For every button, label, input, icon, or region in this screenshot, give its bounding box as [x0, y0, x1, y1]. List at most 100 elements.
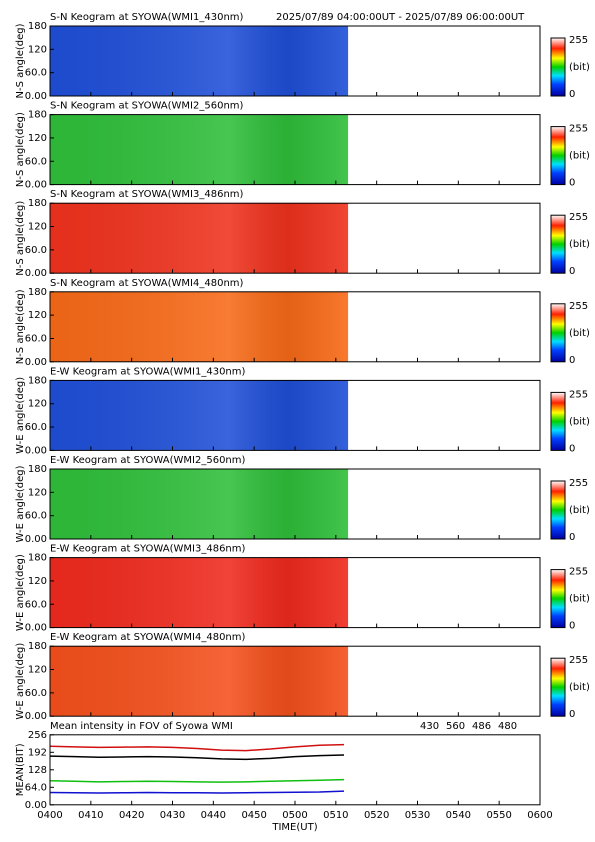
- y-tick-label: 60.0: [25, 68, 47, 79]
- colorbar-min: 0: [569, 621, 575, 632]
- colorbar-label: (bit): [569, 62, 590, 73]
- colorbar-max: 255: [569, 35, 588, 46]
- y-tick-label: 60.0: [25, 599, 47, 610]
- colorbar-min: 0: [569, 443, 575, 454]
- y-tick-label: 0.00: [25, 623, 47, 634]
- x-tick-label: 0500: [282, 810, 307, 821]
- y-tick-label: 0.00: [25, 91, 47, 102]
- keogram-shade: [50, 557, 349, 628]
- y-tick-label: 0.00: [25, 711, 47, 722]
- panel-title: S-N Keogram at SYOWA(WMI4_480nm): [50, 278, 244, 289]
- colorbar: [550, 126, 566, 186]
- panel-title: Mean intensity in FOV of Syowa WMI: [50, 721, 233, 732]
- panel-title: E-W Keogram at SYOWA(WMI2_560nm): [50, 455, 246, 466]
- y-axis-label: W-E angle(deg): [15, 554, 26, 631]
- colorbar-label: (bit): [569, 594, 590, 605]
- y-tick-label: 120: [28, 310, 47, 321]
- y-axis-label: W-E angle(deg): [15, 465, 26, 542]
- panel-title: E-W Keogram at SYOWA(WMI3_486nm): [50, 544, 246, 555]
- legend-entry: 486: [472, 721, 491, 732]
- y-axis-label: N-S angle(deg): [15, 201, 26, 276]
- y-tick-label: 180: [28, 641, 47, 652]
- y-tick-label: 0.00: [25, 534, 47, 545]
- x-tick-label: 0600: [527, 810, 552, 821]
- y-tick-label: 192: [28, 747, 47, 758]
- colorbar-min: 0: [569, 355, 575, 366]
- keogram-shade: [50, 469, 349, 539]
- colorbar-max: 255: [569, 124, 588, 135]
- y-tick-label: 120: [28, 576, 47, 587]
- series-line: [49, 754, 345, 761]
- y-tick-label: 180: [28, 21, 47, 32]
- colorbar: [550, 480, 566, 540]
- y-tick-label: 0.00: [25, 268, 47, 279]
- colorbar-label: (bit): [569, 328, 590, 339]
- x-tick-label: 0440: [201, 810, 226, 821]
- y-tick-label: 60.0: [25, 422, 47, 433]
- y-axis-label: MEAN(BIT): [15, 743, 26, 796]
- x-tick-label: 0430: [160, 810, 185, 821]
- x-tick-label: 0420: [119, 810, 144, 821]
- panel-title: S-N Keogram at SYOWA(WMI1_430nm): [50, 12, 244, 23]
- colorbar-min: 0: [569, 532, 575, 543]
- panel-title: S-N Keogram at SYOWA(WMI3_486nm): [50, 189, 244, 200]
- y-tick-label: 120: [28, 44, 47, 55]
- panel-title: E-W Keogram at SYOWA(WMI1_430nm): [50, 366, 246, 377]
- y-tick-label: 60.0: [25, 156, 47, 167]
- y-tick-label: 120: [28, 487, 47, 498]
- y-tick-label: 60.0: [25, 333, 47, 344]
- y-tick-label: 0.00: [25, 800, 47, 811]
- colorbar-label: (bit): [569, 151, 590, 162]
- x-axis-label: TIME(UT): [271, 822, 317, 833]
- colorbar-max: 255: [569, 478, 588, 489]
- keogram-shade: [50, 26, 349, 96]
- y-tick-label: 60.0: [25, 688, 47, 699]
- colorbar-label: (bit): [569, 505, 590, 516]
- series-line: [49, 743, 345, 752]
- y-tick-label: 256: [28, 730, 47, 741]
- x-tick-label: 0510: [323, 810, 348, 821]
- x-tick-label: 0540: [446, 810, 471, 821]
- y-tick-label: 60.0: [25, 245, 47, 256]
- colorbar-max: 255: [569, 212, 588, 223]
- colorbar-min: 0: [569, 266, 575, 277]
- colorbar: [550, 391, 566, 451]
- y-axis-label: W-E angle(deg): [15, 377, 26, 454]
- legend-entry: 480: [498, 721, 517, 732]
- series-line: [49, 790, 345, 794]
- panel-subtitle: 2025/07/89 04:00:00UT - 2025/07/89 06:00…: [276, 12, 525, 23]
- colorbar-label: (bit): [569, 682, 590, 693]
- y-tick-label: 0.00: [25, 180, 47, 191]
- colorbar: [550, 214, 566, 274]
- colorbar-min: 0: [569, 89, 575, 100]
- y-axis-label: N-S angle(deg): [15, 289, 26, 364]
- y-tick-label: 180: [28, 287, 47, 298]
- colorbar-label: (bit): [569, 239, 590, 250]
- x-tick-label: 0530: [405, 810, 430, 821]
- y-tick-label: 120: [28, 222, 47, 233]
- y-axis-label: W-E angle(deg): [15, 643, 26, 720]
- x-tick-label: 0400: [37, 810, 62, 821]
- colorbar: [550, 569, 566, 629]
- keogram-shade: [50, 203, 349, 274]
- series-line: [49, 778, 345, 783]
- colorbar: [550, 657, 566, 717]
- legend-entry: 430: [420, 721, 439, 732]
- y-tick-label: 120: [28, 665, 47, 676]
- keogram-shade: [50, 114, 349, 185]
- x-tick-label: 0450: [241, 810, 266, 821]
- colorbar-max: 255: [569, 301, 588, 312]
- y-tick-label: 120: [28, 399, 47, 410]
- legend-entry: 560: [446, 721, 465, 732]
- panel-title: E-W Keogram at SYOWA(WMI4_480nm): [50, 632, 246, 643]
- colorbar-max: 255: [569, 389, 588, 400]
- y-tick-label: 0.00: [25, 357, 47, 368]
- keogram-shade: [50, 380, 349, 451]
- y-tick-label: 180: [28, 553, 47, 564]
- y-axis-label: N-S angle(deg): [15, 112, 26, 187]
- panel-title: S-N Keogram at SYOWA(WMI2_560nm): [50, 101, 244, 112]
- colorbar-label: (bit): [569, 416, 590, 427]
- keogram-shade: [50, 646, 349, 717]
- y-tick-label: 0.00: [25, 445, 47, 456]
- y-tick-label: 180: [28, 110, 47, 121]
